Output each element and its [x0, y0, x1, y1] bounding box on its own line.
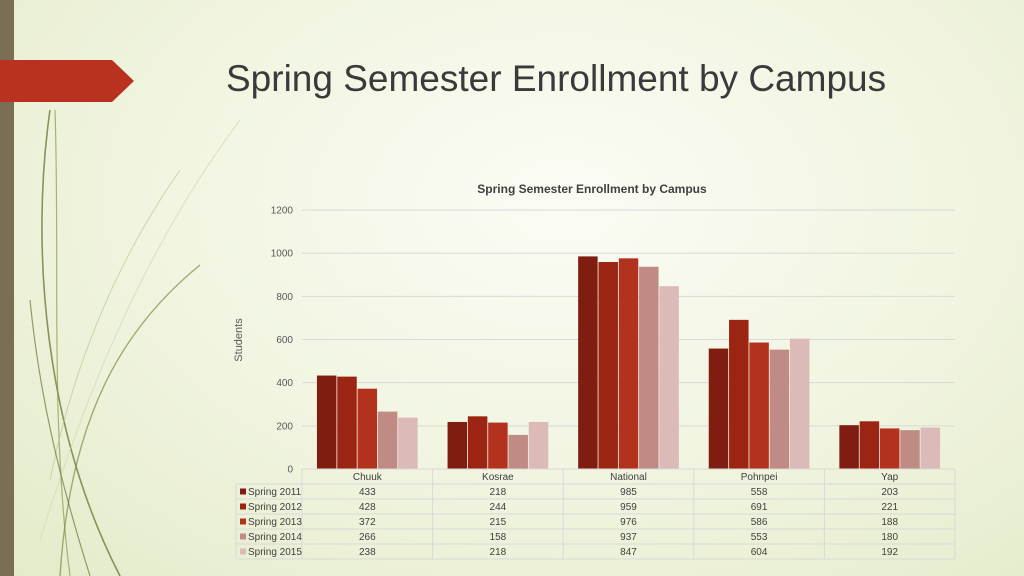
- y-tick-label: 800: [276, 292, 293, 303]
- legend-label: Spring 2015: [248, 547, 302, 558]
- y-tick-label: 200: [276, 421, 293, 432]
- bar: [900, 430, 920, 469]
- data-label: 244: [490, 502, 507, 513]
- bar: [447, 421, 468, 469]
- bar: [377, 411, 398, 469]
- data-label: 188: [881, 517, 898, 528]
- bar: [920, 427, 941, 469]
- data-label: 553: [751, 532, 768, 543]
- data-label: 221: [881, 502, 898, 513]
- data-label: 959: [620, 502, 637, 513]
- legend-key: [240, 548, 246, 555]
- data-label: 428: [359, 502, 376, 513]
- data-label: 847: [620, 547, 637, 558]
- data-label: 433: [359, 487, 376, 498]
- data-label: 372: [359, 517, 376, 528]
- category-label: Pohnpei: [741, 472, 778, 483]
- data-label: 586: [751, 517, 768, 528]
- data-label: 180: [881, 532, 898, 543]
- legend-label: Spring 2014: [248, 532, 302, 543]
- data-label: 215: [490, 517, 507, 528]
- data-label: 691: [751, 502, 768, 513]
- bar: [398, 417, 418, 469]
- bar: [789, 338, 810, 469]
- bar: [598, 262, 618, 469]
- bar: [639, 266, 659, 469]
- y-tick-label: 0: [287, 465, 293, 476]
- data-label: 218: [490, 547, 507, 558]
- data-label: 192: [881, 547, 898, 558]
- category-label: Kosrae: [482, 472, 514, 483]
- bar: [769, 349, 790, 469]
- bar: [578, 256, 598, 469]
- chart-title: Spring Semester Enrollment by Campus: [477, 182, 707, 196]
- bar: [859, 421, 880, 469]
- title-arrow-shape: [0, 60, 134, 102]
- data-label: 203: [881, 487, 898, 498]
- y-tick-label: 400: [276, 378, 293, 389]
- legend-key: [240, 533, 246, 540]
- data-label: 604: [751, 547, 768, 558]
- bar: [749, 342, 769, 469]
- bar: [528, 421, 549, 469]
- legend-key: [240, 518, 246, 525]
- left-accent-bar: [0, 0, 14, 576]
- data-label: 158: [490, 532, 507, 543]
- bar: [337, 376, 357, 469]
- bar: [508, 434, 528, 469]
- y-tick-label: 1200: [271, 206, 294, 217]
- data-label: 976: [620, 517, 637, 528]
- y-axis-title: Students: [233, 318, 245, 362]
- page-title: Spring Semester Enrollment by Campus: [226, 58, 887, 99]
- legend-label: Spring 2012: [248, 502, 302, 513]
- legend-key: [240, 503, 246, 510]
- bar: [839, 425, 859, 469]
- bar: [618, 258, 639, 469]
- bar: [729, 319, 749, 469]
- data-label: 558: [751, 487, 768, 498]
- category-label: Yap: [881, 472, 898, 483]
- data-label: 218: [490, 487, 507, 498]
- bar: [488, 422, 508, 469]
- data-label: 937: [620, 532, 637, 543]
- legend-label: Spring 2013: [248, 517, 302, 528]
- y-tick-label: 600: [276, 335, 293, 346]
- legend-key: [240, 488, 246, 495]
- bar: [316, 375, 337, 469]
- legend-label: Spring 2011: [248, 487, 302, 498]
- bar: [659, 286, 679, 469]
- category-label: Chuuk: [353, 472, 383, 483]
- bar: [357, 388, 378, 469]
- data-label: 266: [359, 532, 376, 543]
- y-tick-label: 1000: [271, 249, 294, 260]
- category-label: National: [610, 472, 647, 483]
- bar: [467, 416, 488, 469]
- bar: [708, 348, 729, 469]
- bar: [879, 428, 900, 469]
- data-label: 238: [359, 547, 376, 558]
- data-label: 985: [620, 487, 637, 498]
